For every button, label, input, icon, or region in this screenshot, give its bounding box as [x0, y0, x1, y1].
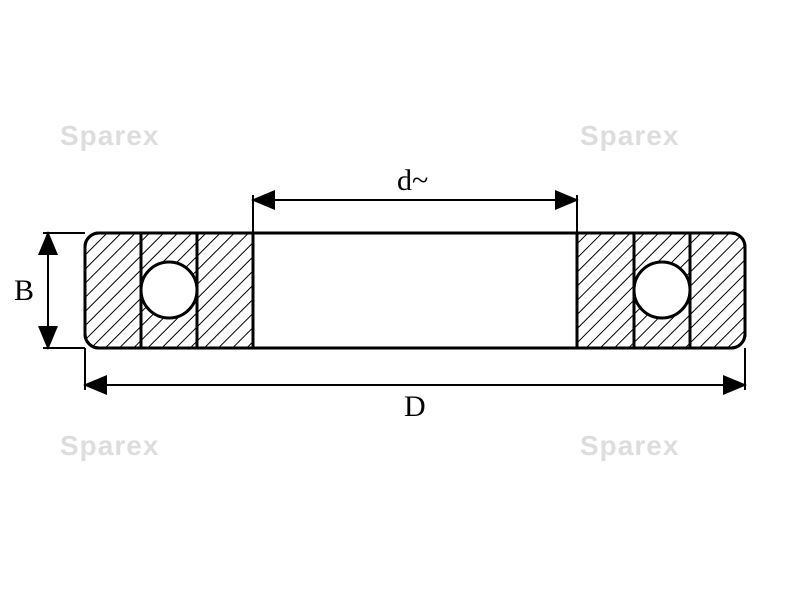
- bearing-cross-section: [0, 0, 800, 600]
- dimension-label-D-outer: D: [404, 390, 426, 424]
- diagram-canvas: Sparex Sparex Sparex Sparex: [0, 0, 800, 600]
- dimension-label-d: d~: [397, 164, 428, 198]
- dimension-label-B-width: B: [14, 274, 34, 308]
